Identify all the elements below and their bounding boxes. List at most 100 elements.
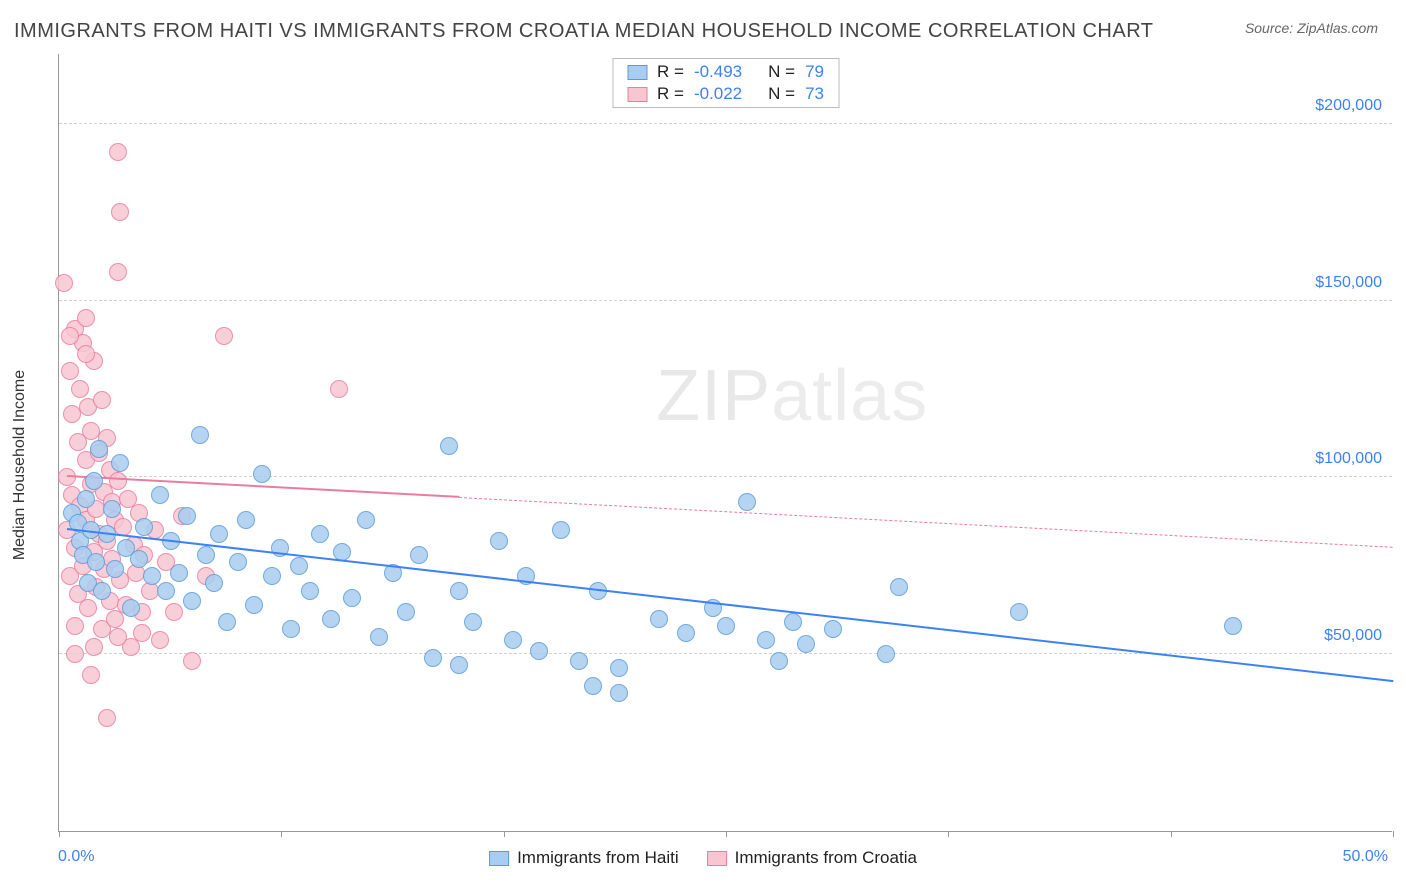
scatter-point: [464, 613, 482, 631]
scatter-point: [98, 709, 116, 727]
scatter-point: [424, 649, 442, 667]
scatter-point: [66, 645, 84, 663]
scatter-point: [61, 362, 79, 380]
scatter-point: [170, 564, 188, 582]
stat-r-label: R =: [657, 62, 684, 82]
scatter-point: [677, 624, 695, 642]
scatter-point: [757, 631, 775, 649]
chart-container: Median Household Income ZIPatlas R =-0.4…: [14, 50, 1392, 880]
scatter-point: [106, 560, 124, 578]
scatter-point: [717, 617, 735, 635]
scatter-point: [584, 677, 602, 695]
scatter-point: [55, 274, 73, 292]
scatter-point: [197, 546, 215, 564]
legend-item: Immigrants from Haiti: [489, 848, 679, 868]
scatter-point: [122, 599, 140, 617]
correlation-stats-legend: R = -0.493 N = 79R = -0.022 N = 73: [612, 58, 839, 108]
scatter-point: [311, 525, 329, 543]
scatter-point: [440, 437, 458, 455]
y-tick-label: $150,000: [1315, 274, 1382, 292]
watermark: ZIPatlas: [656, 355, 928, 437]
scatter-point: [109, 143, 127, 161]
stat-n-value: 79: [805, 62, 824, 82]
legend-series-name: Immigrants from Haiti: [517, 848, 679, 868]
scatter-point: [610, 659, 628, 677]
scatter-point: [77, 345, 95, 363]
scatter-point: [87, 553, 105, 571]
stat-r-label: R =: [657, 84, 684, 104]
chart-source: Source: ZipAtlas.com: [1245, 20, 1378, 36]
stat-n-label: N =: [768, 84, 795, 104]
scatter-point: [504, 631, 522, 649]
scatter-point: [205, 574, 223, 592]
scatter-point: [77, 309, 95, 327]
legend-swatch: [627, 87, 647, 102]
scatter-point: [890, 578, 908, 596]
scatter-point: [157, 582, 175, 600]
stat-r-value: -0.022: [694, 84, 742, 104]
y-tick-label: $100,000: [1315, 450, 1382, 468]
watermark-bold: ZIP: [656, 356, 771, 436]
scatter-point: [111, 203, 129, 221]
gridline-horizontal: [59, 653, 1392, 654]
x-tick-mark: [726, 831, 727, 837]
legend-item: Immigrants from Croatia: [707, 848, 917, 868]
scatter-point: [93, 582, 111, 600]
legend-swatch: [707, 851, 727, 866]
scatter-point: [130, 550, 148, 568]
scatter-point: [210, 525, 228, 543]
gridline-horizontal: [59, 300, 1392, 301]
scatter-point: [77, 490, 95, 508]
scatter-point: [79, 599, 97, 617]
scatter-point: [71, 380, 89, 398]
scatter-point: [650, 610, 668, 628]
scatter-point: [370, 628, 388, 646]
scatter-point: [784, 613, 802, 631]
scatter-point: [109, 472, 127, 490]
stat-legend-row: R = -0.022 N = 73: [613, 83, 838, 105]
scatter-point: [61, 327, 79, 345]
stat-n-value: 73: [805, 84, 824, 104]
scatter-point: [218, 613, 236, 631]
watermark-thin: atlas: [771, 356, 928, 436]
stat-legend-row: R =-0.493N =79: [613, 61, 838, 83]
scatter-point: [245, 596, 263, 614]
scatter-point: [610, 684, 628, 702]
scatter-point: [109, 628, 127, 646]
x-tick-mark: [1171, 831, 1172, 837]
y-tick-label: $50,000: [1324, 627, 1382, 645]
scatter-point: [490, 532, 508, 550]
scatter-point: [85, 638, 103, 656]
scatter-point: [330, 380, 348, 398]
x-axis-min-label: 0.0%: [58, 848, 94, 866]
scatter-point: [410, 546, 428, 564]
scatter-point: [215, 327, 233, 345]
scatter-point: [570, 652, 588, 670]
scatter-point: [1224, 617, 1242, 635]
scatter-point: [109, 263, 127, 281]
scatter-point: [229, 553, 247, 571]
scatter-point: [301, 582, 319, 600]
scatter-point: [797, 635, 815, 653]
scatter-point: [135, 518, 153, 536]
x-tick-mark: [948, 831, 949, 837]
chart-title: IMMIGRANTS FROM HAITI VS IMMIGRANTS FROM…: [14, 20, 1154, 43]
series-legend: Immigrants from Haiti Immigrants from Cro…: [489, 848, 917, 868]
scatter-point: [450, 656, 468, 674]
scatter-point: [191, 426, 209, 444]
scatter-point: [143, 567, 161, 585]
scatter-point: [151, 631, 169, 649]
scatter-point: [66, 617, 84, 635]
scatter-point: [1010, 603, 1028, 621]
legend-series-name: Immigrants from Croatia: [735, 848, 917, 868]
scatter-point: [90, 440, 108, 458]
scatter-point: [82, 666, 100, 684]
scatter-point: [877, 645, 895, 663]
scatter-point: [133, 624, 151, 642]
scatter-point: [530, 642, 548, 660]
scatter-point: [111, 454, 129, 472]
scatter-point: [322, 610, 340, 628]
scatter-point: [824, 620, 842, 638]
scatter-point: [183, 652, 201, 670]
stat-r-value: -0.493: [694, 62, 742, 82]
